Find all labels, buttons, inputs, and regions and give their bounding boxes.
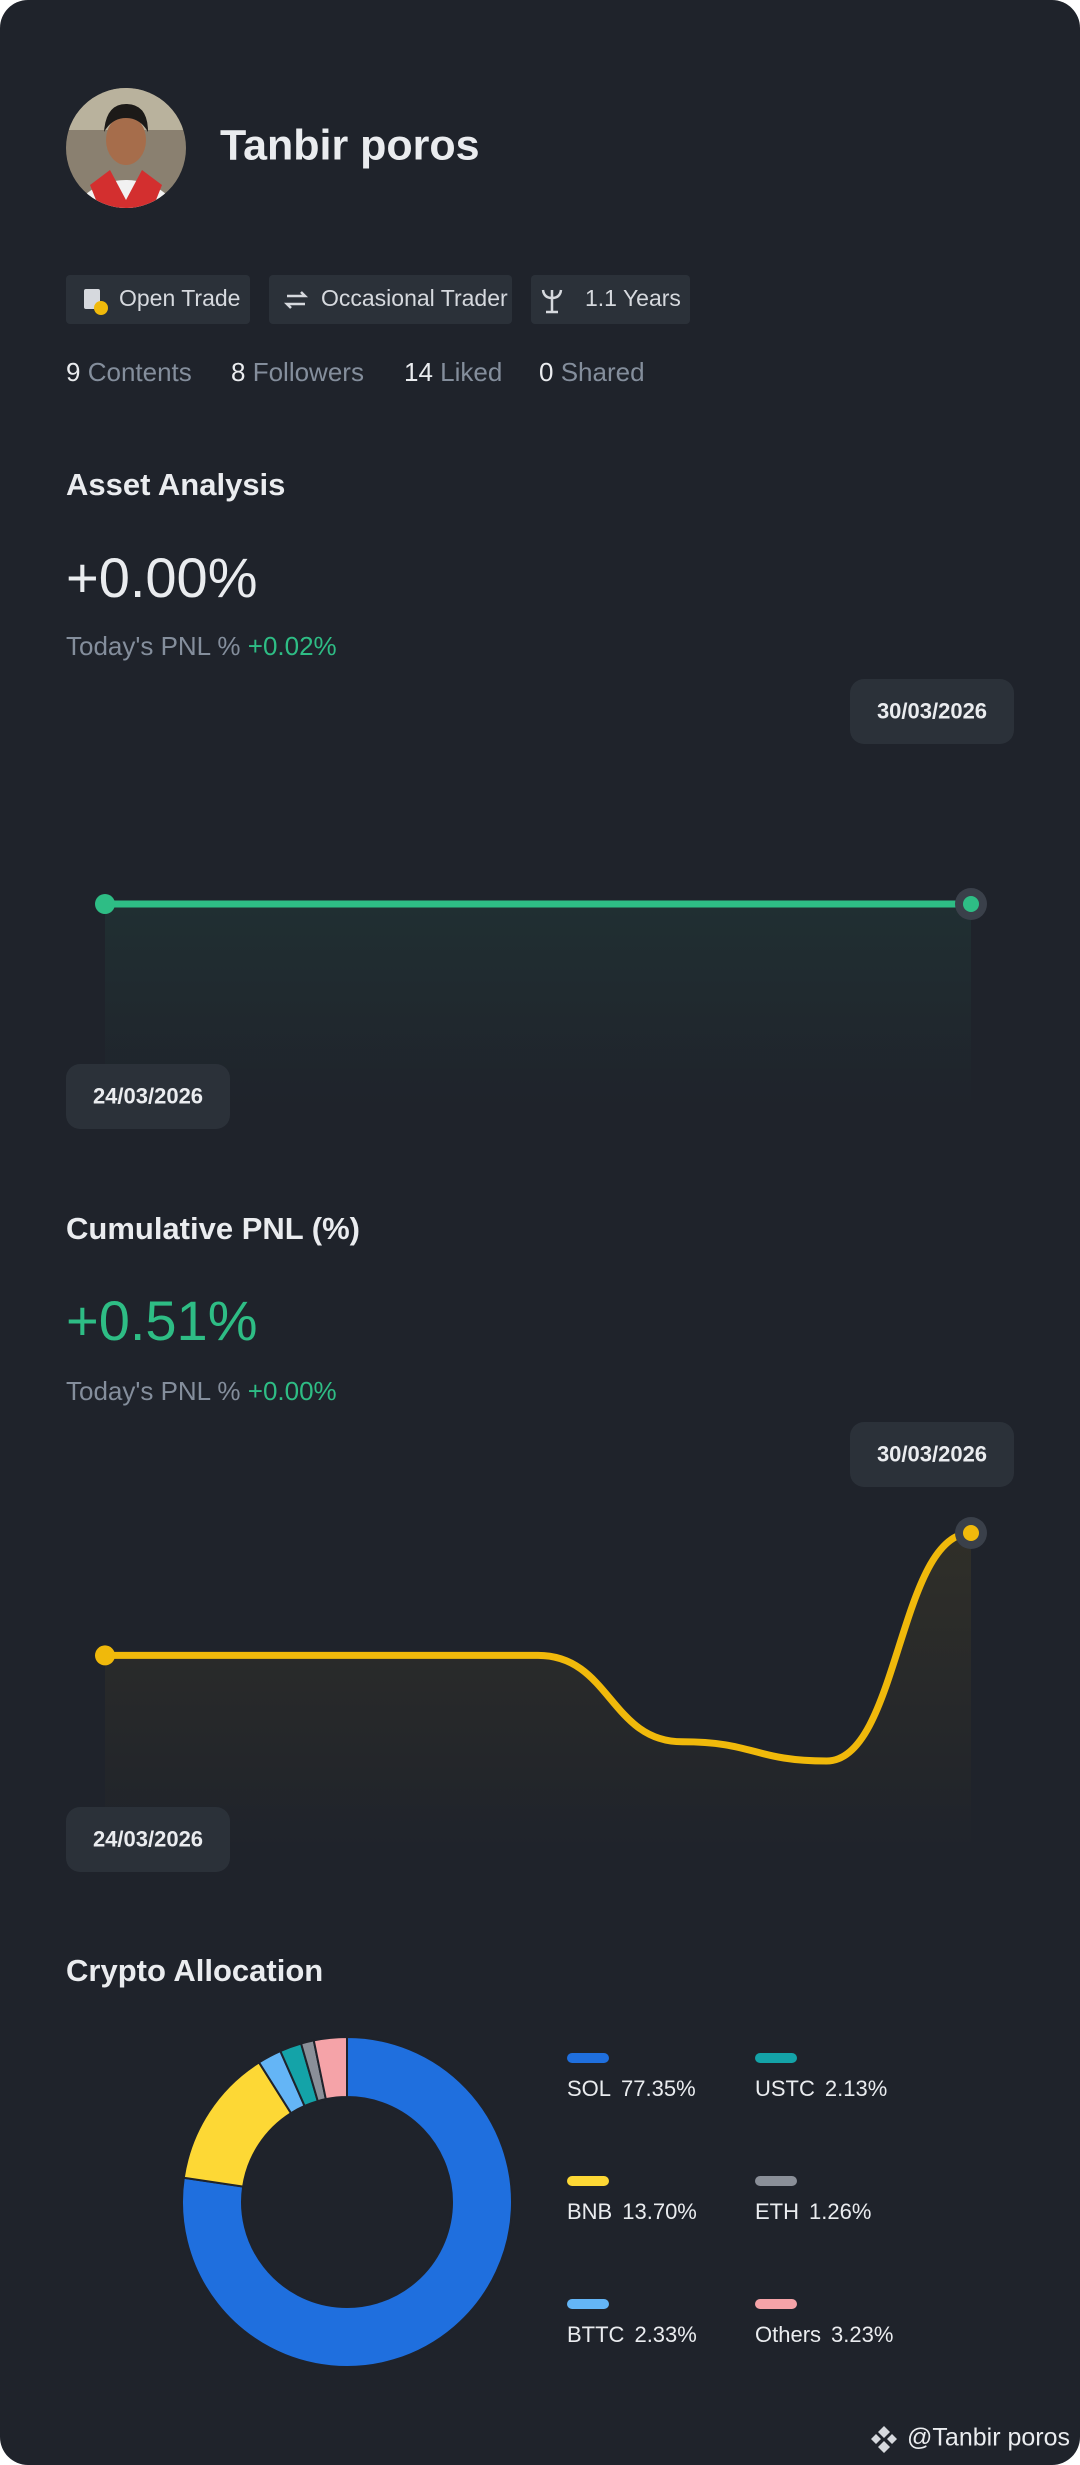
headline-value: +0.51% — [66, 1289, 258, 1352]
pie-slice — [181, 2035, 513, 2368]
pnl-row: Today's PNL % +0.02% — [66, 631, 337, 661]
section-title: Cumulative PNL (%) — [66, 1211, 360, 1246]
legend-entry: BNB 13.70% — [567, 2199, 697, 2224]
date-tooltip — [850, 679, 1014, 744]
pnl-label: Today's PNL % — [66, 631, 241, 661]
legend-value: 3.23% — [831, 2322, 893, 2347]
legend-value: 2.13% — [825, 2076, 887, 2101]
area — [105, 1533, 971, 1851]
stat[interactable]: 8 Followers — [231, 357, 364, 387]
date-tooltip — [66, 1064, 230, 1129]
headline-value: +0.00% — [66, 546, 258, 609]
stat[interactable]: 0 Shared — [539, 357, 645, 387]
stat-label: Shared — [561, 357, 645, 387]
legend-name: ETH — [755, 2199, 799, 2224]
tag: 1.1 Years — [531, 275, 690, 324]
date-label: 24/03/2026 — [93, 1083, 203, 1108]
legend-value: 77.35% — [621, 2076, 696, 2101]
legend-swatch — [755, 2053, 797, 2063]
section-title: Crypto Allocation — [66, 1953, 323, 1988]
stat[interactable]: 14 Liked — [404, 357, 502, 387]
pnl-value: +0.02% — [248, 631, 337, 661]
stat[interactable]: 9 Contents — [66, 357, 192, 387]
date-label: 30/03/2026 — [877, 698, 987, 723]
watermark: @Tanbir poros — [871, 2424, 1070, 2453]
pnl-row: Today's PNL % +0.00% — [66, 1376, 337, 1406]
legend-value: 13.70% — [622, 2199, 697, 2224]
line — [101, 1529, 975, 1765]
stat-value: 14 — [404, 357, 433, 387]
stat-label: Contents — [88, 357, 192, 387]
tag: Open Trade — [66, 275, 250, 324]
legend-entry: Others 3.23% — [755, 2322, 893, 2347]
legend-swatch — [755, 2299, 797, 2309]
legend-entry: SOL 77.35% — [567, 2076, 696, 2101]
legend-name: USTC — [755, 2076, 815, 2101]
legend-swatch — [567, 2299, 609, 2309]
legend-value: 1.26% — [809, 2199, 871, 2224]
legend-value: 2.33% — [634, 2322, 696, 2347]
legend-name: BTTC — [567, 2322, 625, 2347]
stat-value: 8 — [231, 357, 245, 387]
pnl-label: Today's PNL % — [66, 1376, 241, 1406]
start-dot — [95, 894, 115, 914]
legend-swatch — [567, 2053, 609, 2063]
section-title: Asset Analysis — [66, 467, 285, 502]
legend-swatch — [755, 2176, 797, 2186]
legend-name: SOL — [567, 2076, 611, 2101]
end-dot — [963, 1525, 979, 1541]
stat-label: Followers — [253, 357, 364, 387]
watermark-text: @Tanbir poros — [907, 2424, 1070, 2452]
stat-label: Liked — [440, 357, 502, 387]
date-tooltip — [850, 1422, 1014, 1487]
profile-name: Tanbir poros — [220, 121, 480, 169]
pie-slice — [312, 2035, 348, 2101]
start-dot — [95, 1645, 115, 1666]
legend-swatch — [567, 2176, 609, 2186]
stat-value: 0 — [539, 357, 553, 387]
date-tooltip — [66, 1807, 230, 1872]
tag: Occasional Trader — [269, 275, 512, 324]
tag-label: 1.1 Years — [585, 285, 681, 311]
stat-value: 9 — [66, 357, 80, 387]
tag-label: Open Trade — [119, 285, 240, 311]
pnl-value: +0.00% — [248, 1376, 337, 1406]
date-label: 30/03/2026 — [877, 1441, 987, 1466]
date-label: 24/03/2026 — [93, 1826, 203, 1851]
end-dot — [963, 896, 979, 912]
legend-entry: USTC 2.13% — [755, 2076, 887, 2101]
legend-name: Others — [755, 2322, 821, 2347]
legend-entry: BTTC 2.33% — [567, 2322, 697, 2347]
area — [105, 904, 971, 1108]
legend-entry: ETH 1.26% — [755, 2199, 871, 2224]
tag-label: Occasional Trader — [321, 285, 508, 311]
legend-name: BNB — [567, 2199, 612, 2224]
